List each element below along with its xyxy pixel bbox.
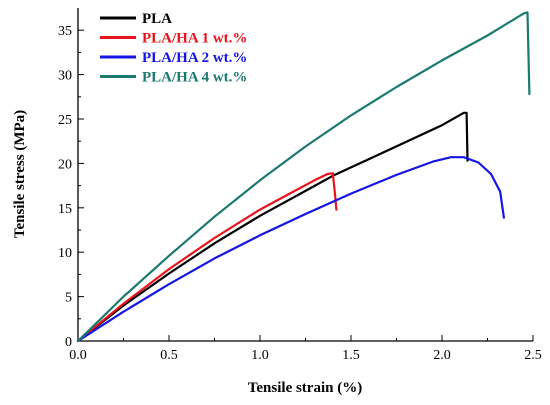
x-tick-label: 2.5	[524, 348, 542, 363]
legend-label-2: PLA/HA 2 wt.%	[142, 50, 247, 66]
y-tick-label: 35	[58, 24, 72, 39]
y-tick-label: 0	[65, 335, 72, 350]
y-tick-label: 5	[65, 291, 72, 306]
x-tick-label: 0.0	[69, 348, 87, 363]
series-line-0	[76, 111, 469, 343]
y-ticks: 0 5 10 15 20 25 30 35	[58, 24, 84, 350]
x-tick-label: 1.0	[251, 348, 269, 363]
y-axis-label: Tensile stress (MPa)	[12, 110, 28, 238]
series-line-1	[76, 172, 338, 343]
legend-label-0: PLA	[142, 11, 172, 27]
x-axis-label: Tensile strain (%)	[248, 380, 362, 396]
legend-label-1: PLA/HA 1 wt.%	[142, 31, 247, 47]
x-ticks: 0.0 0.5 1.0 1.5 2.0 2.5	[69, 335, 542, 363]
y-tick-label: 25	[58, 113, 72, 128]
legend-label-3: PLA/HA 4 wt.%	[142, 70, 247, 86]
y-tick-label: 10	[58, 246, 72, 261]
y-tick-label: 20	[58, 157, 72, 172]
series-line-2	[76, 156, 505, 343]
series-line-3	[76, 11, 531, 343]
plot-area: 0.0 0.5 1.0 1.5 2.0 2.5 0 5 10 15 20 25 30 35	[58, 8, 542, 363]
x-tick-label: 1.5	[342, 348, 360, 363]
legend: PLA PLA/HA 1 wt.% PLA/HA 2 wt.% PLA/HA 4 wt…	[100, 11, 247, 86]
series-group	[76, 11, 531, 343]
y-tick-label: 15	[58, 202, 72, 217]
x-tick-label: 2.0	[433, 348, 451, 363]
x-tick-label: 0.5	[160, 348, 178, 363]
y-tick-label: 30	[58, 69, 72, 84]
